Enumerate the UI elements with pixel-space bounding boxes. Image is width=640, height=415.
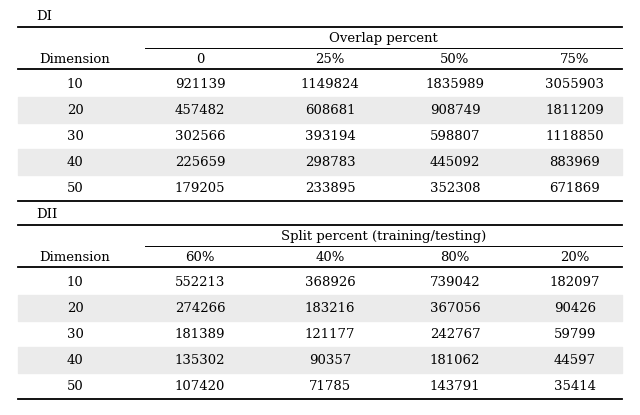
Text: 40: 40 <box>67 354 83 366</box>
Text: Overlap percent: Overlap percent <box>329 32 438 44</box>
Text: 242767: 242767 <box>429 327 480 340</box>
Text: 445092: 445092 <box>430 156 480 168</box>
Text: 367056: 367056 <box>429 302 481 315</box>
Text: 50: 50 <box>67 181 83 195</box>
Text: Split percent (training/testing): Split percent (training/testing) <box>281 229 486 242</box>
Text: 0: 0 <box>196 53 204 66</box>
Text: 10: 10 <box>67 78 83 90</box>
Text: 179205: 179205 <box>175 181 225 195</box>
Text: 883969: 883969 <box>550 156 600 168</box>
Bar <box>18 97 622 123</box>
Text: 608681: 608681 <box>305 103 355 117</box>
Text: 671869: 671869 <box>550 181 600 195</box>
Text: 1118850: 1118850 <box>546 129 604 142</box>
Text: 274266: 274266 <box>175 302 225 315</box>
Text: 302566: 302566 <box>175 129 225 142</box>
Text: 20%: 20% <box>560 251 589 264</box>
Text: 135302: 135302 <box>175 354 225 366</box>
Text: 393194: 393194 <box>305 129 355 142</box>
Text: Dimension: Dimension <box>40 251 110 264</box>
Text: 44597: 44597 <box>554 354 596 366</box>
Text: 60%: 60% <box>185 251 215 264</box>
Text: 30: 30 <box>67 327 83 340</box>
Text: 143791: 143791 <box>429 379 480 393</box>
Text: 40: 40 <box>67 156 83 168</box>
Text: 50%: 50% <box>440 53 470 66</box>
Text: 921139: 921139 <box>175 78 225 90</box>
Text: 598807: 598807 <box>429 129 480 142</box>
Text: 457482: 457482 <box>175 103 225 117</box>
Text: 183216: 183216 <box>305 302 355 315</box>
Text: 20: 20 <box>67 302 83 315</box>
Text: 40%: 40% <box>316 251 345 264</box>
Text: 1835989: 1835989 <box>426 78 484 90</box>
Text: 181389: 181389 <box>175 327 225 340</box>
Text: 50: 50 <box>67 379 83 393</box>
Text: 25%: 25% <box>316 53 345 66</box>
Text: 1811209: 1811209 <box>546 103 604 117</box>
Text: 10: 10 <box>67 276 83 288</box>
Text: 233895: 233895 <box>305 181 355 195</box>
Text: 1149824: 1149824 <box>301 78 360 90</box>
Text: 352308: 352308 <box>429 181 480 195</box>
Text: 552213: 552213 <box>175 276 225 288</box>
Text: 35414: 35414 <box>554 379 596 393</box>
Text: 3055903: 3055903 <box>545 78 605 90</box>
Text: 181062: 181062 <box>430 354 480 366</box>
Text: 20: 20 <box>67 103 83 117</box>
Text: DI: DI <box>36 10 52 22</box>
Text: 368926: 368926 <box>305 276 355 288</box>
Text: 225659: 225659 <box>175 156 225 168</box>
Text: 90357: 90357 <box>309 354 351 366</box>
Text: 71785: 71785 <box>309 379 351 393</box>
Text: 298783: 298783 <box>305 156 355 168</box>
Text: 80%: 80% <box>440 251 470 264</box>
Bar <box>18 295 622 321</box>
Text: 90426: 90426 <box>554 302 596 315</box>
Text: 75%: 75% <box>560 53 589 66</box>
Text: DII: DII <box>36 208 58 220</box>
Text: 107420: 107420 <box>175 379 225 393</box>
Text: 739042: 739042 <box>429 276 480 288</box>
Bar <box>18 347 622 373</box>
Text: 121177: 121177 <box>305 327 355 340</box>
Text: 30: 30 <box>67 129 83 142</box>
Text: 908749: 908749 <box>429 103 480 117</box>
Text: 59799: 59799 <box>554 327 596 340</box>
Text: 182097: 182097 <box>550 276 600 288</box>
Bar <box>18 149 622 175</box>
Text: Dimension: Dimension <box>40 53 110 66</box>
